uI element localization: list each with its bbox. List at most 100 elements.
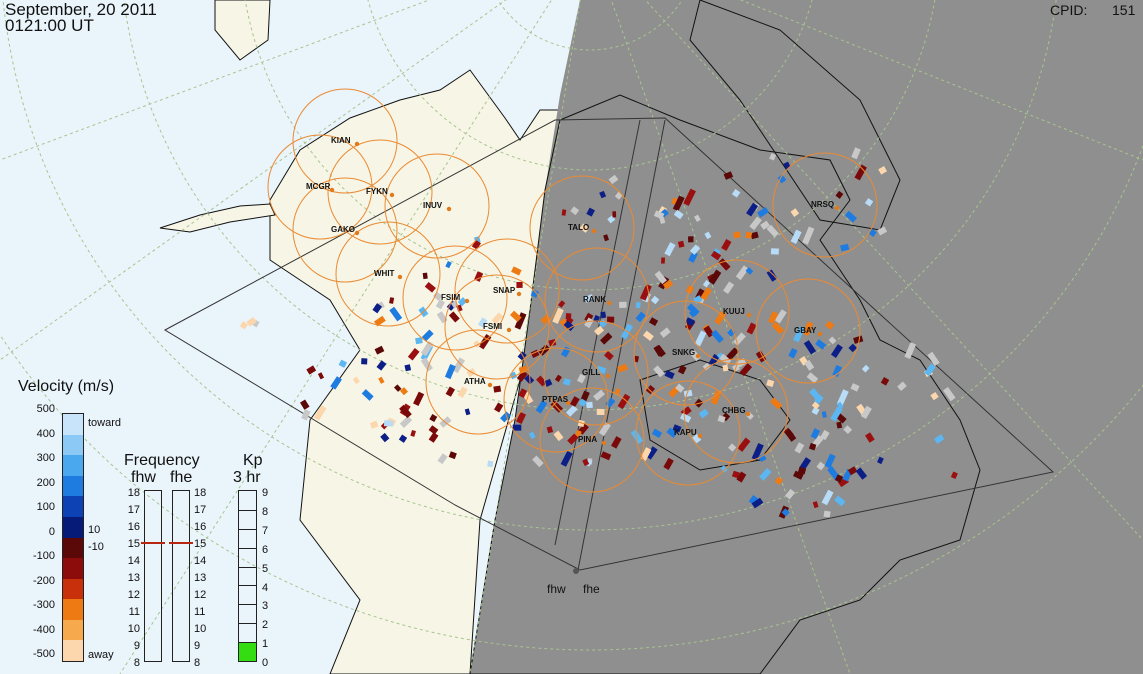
kp-tick: 8 [262, 505, 269, 518]
station-marker [464, 298, 470, 304]
velocity-vector [530, 349, 540, 358]
frequency-tick-right: 8 [194, 657, 201, 669]
velocity-vector [745, 267, 754, 275]
station-label: RANK [583, 295, 607, 304]
radar-fov [163, 117, 1055, 571]
velocity-vector [769, 153, 777, 161]
kp-gridline [239, 509, 256, 511]
station-label: FSIM [441, 293, 461, 302]
velocity-vector [714, 311, 727, 325]
frequency-tick-right: 14 [194, 555, 207, 567]
frequency-tick-right: 16 [194, 521, 207, 533]
velocity-vector [407, 348, 420, 361]
velocity-vector [509, 371, 518, 380]
velocity-vector [448, 311, 460, 323]
velocity-vector [793, 470, 804, 480]
velocity-vector [823, 510, 831, 518]
velocity-vector [794, 442, 805, 454]
velocity-vector [827, 466, 840, 481]
velocity-vector [847, 466, 858, 476]
station-fov-circles [267, 88, 878, 493]
station-marker [354, 230, 360, 236]
frequency-tick-left: 11 [128, 606, 140, 618]
velocity-vector [306, 365, 317, 375]
station-fov-circle [503, 347, 609, 453]
velocity-vector [854, 164, 867, 181]
velocity-vector [645, 384, 656, 395]
velocity-vector [399, 415, 413, 428]
velocity-vector [802, 226, 815, 245]
velocity-vector [766, 224, 779, 238]
velocity-vector [478, 333, 492, 350]
velocity-vector [600, 332, 613, 345]
velocity-vector [516, 411, 527, 425]
velocity-vector [731, 189, 741, 198]
frequency-tick-left: 12 [127, 589, 140, 601]
velocity-vector [821, 489, 834, 506]
velocity-vector [608, 174, 619, 185]
frequency-title: Frequency [124, 452, 200, 469]
legend-zero-plus: 10 [88, 524, 101, 536]
velocity-vector [834, 474, 844, 483]
kp-tick: 5 [262, 562, 269, 575]
velocity-vector [313, 405, 327, 421]
station-marker [565, 400, 571, 406]
velocity-vector [749, 216, 762, 231]
velocity-vector [739, 363, 753, 377]
kp-tick: 6 [262, 543, 269, 556]
velocity-vector [514, 312, 527, 330]
station-fov-circle [544, 247, 650, 353]
velocity-vector [630, 429, 644, 445]
velocity-vector [811, 401, 820, 410]
station-marker [446, 206, 452, 212]
station-label: GAKO [331, 225, 355, 234]
velocity-vector [698, 408, 709, 419]
legend-zero-minus: -10 [88, 541, 104, 553]
velocity-vector [790, 229, 802, 245]
velocity-tick: -100 [32, 550, 55, 562]
velocity-vector [830, 406, 843, 422]
velocity-vector [617, 363, 628, 373]
velocity-vector [685, 317, 696, 327]
velocity-vector [562, 378, 572, 386]
velocity-vector [745, 411, 754, 420]
velocity-vector [413, 391, 425, 406]
kp-title: Kp [243, 452, 263, 469]
frequency-tick-right: 9 [194, 640, 201, 652]
velocity-vector [720, 465, 728, 473]
velocity-vector [802, 321, 814, 337]
velocity-vector [836, 421, 843, 429]
velocity-vector [239, 321, 249, 330]
velocity-vector [662, 279, 674, 290]
velocity-vector [694, 330, 707, 347]
velocity-vector [338, 359, 348, 368]
velocity-vector [812, 501, 819, 509]
velocity-vector [654, 270, 667, 285]
station-label: KAPU [674, 428, 697, 437]
velocity-vector [757, 206, 769, 218]
velocity-vector [860, 405, 872, 420]
velocity-vector [700, 287, 712, 301]
velocity-vector [422, 272, 428, 280]
velocity-vector [596, 365, 607, 375]
station-marker [329, 187, 335, 193]
velocity-tick: -200 [32, 574, 55, 587]
frequency-marker [141, 542, 165, 544]
velocity-vector [806, 372, 819, 384]
velocity-vector [811, 406, 820, 416]
velocity-vector [760, 220, 770, 230]
velocity-vector [586, 207, 595, 217]
velocity-vector [586, 401, 593, 409]
kp-gridline [239, 528, 256, 530]
velocity-vector [642, 330, 654, 341]
frequency-tick-left: 10 [127, 623, 140, 635]
velocity-vector [659, 216, 666, 224]
velocity-vector [797, 466, 807, 475]
velocity-tick: -300 [32, 599, 55, 611]
velocity-vector [731, 470, 741, 479]
frequency-tick-right: 18 [194, 487, 207, 499]
velocity-vector [723, 171, 734, 180]
velocity-vector [579, 223, 590, 233]
velocity-vector [511, 266, 522, 276]
kp-fill [239, 642, 256, 661]
